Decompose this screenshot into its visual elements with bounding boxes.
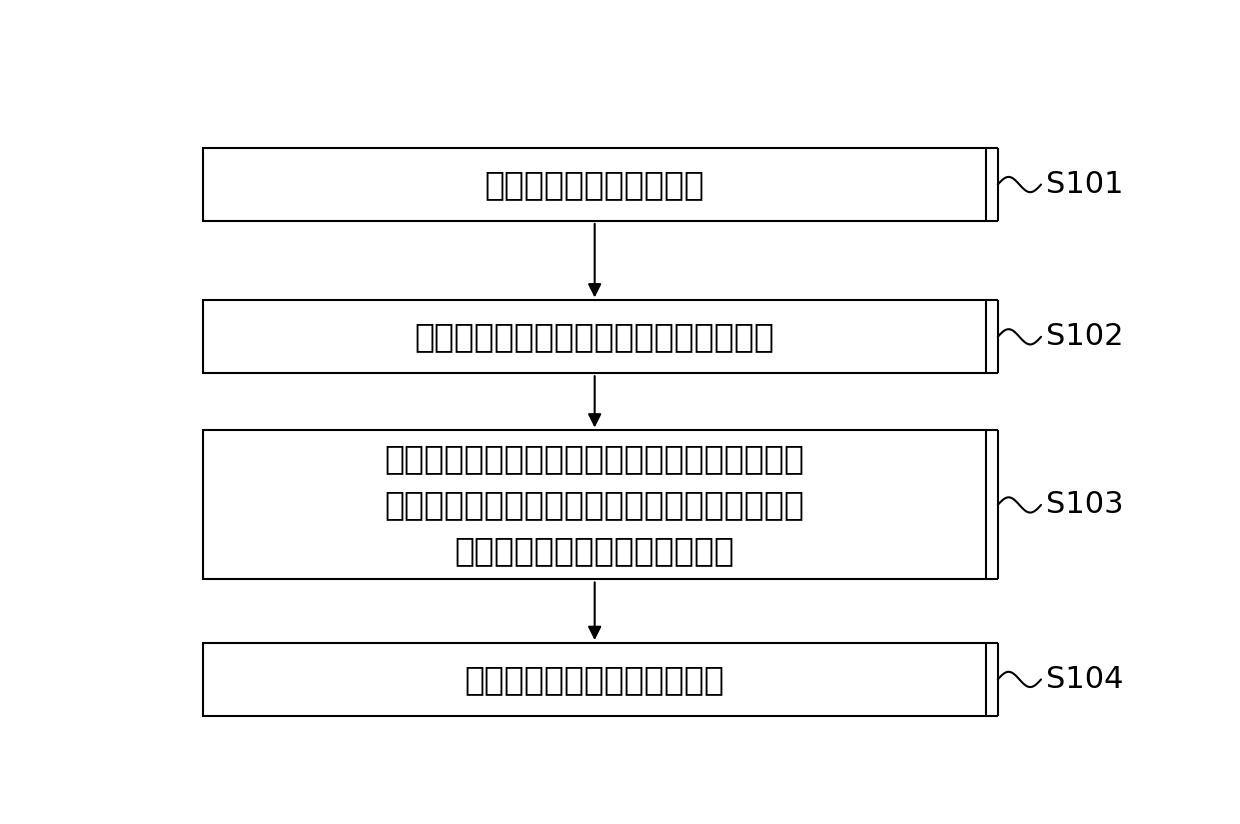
Text: 将焊球按压至工件的平面上以使焊球变形: 将焊球按压至工件的平面上以使焊球变形 <box>414 321 775 353</box>
Bar <box>203 643 986 716</box>
Text: S103: S103 <box>1045 490 1123 519</box>
Text: S104: S104 <box>1045 665 1123 694</box>
Text: 在金属线的一端形成焊球: 在金属线的一端形成焊球 <box>485 168 704 201</box>
Text: 使变形的焊球接触金属垫，其中金属垫由第一材
料所制成且金属线由第二材料所制成，并且第一
材料的硬度小于第二材料的硬度: 使变形的焊球接触金属垫，其中金属垫由第一材 料所制成且金属线由第二材料所制成，并… <box>384 442 805 568</box>
Text: 将变形的焊球接合至金属垫上: 将变形的焊球接合至金属垫上 <box>465 663 724 696</box>
Text: S101: S101 <box>1045 170 1123 199</box>
Bar <box>203 148 986 221</box>
Text: S102: S102 <box>1045 322 1123 351</box>
Bar <box>203 430 986 579</box>
Bar <box>203 300 986 373</box>
